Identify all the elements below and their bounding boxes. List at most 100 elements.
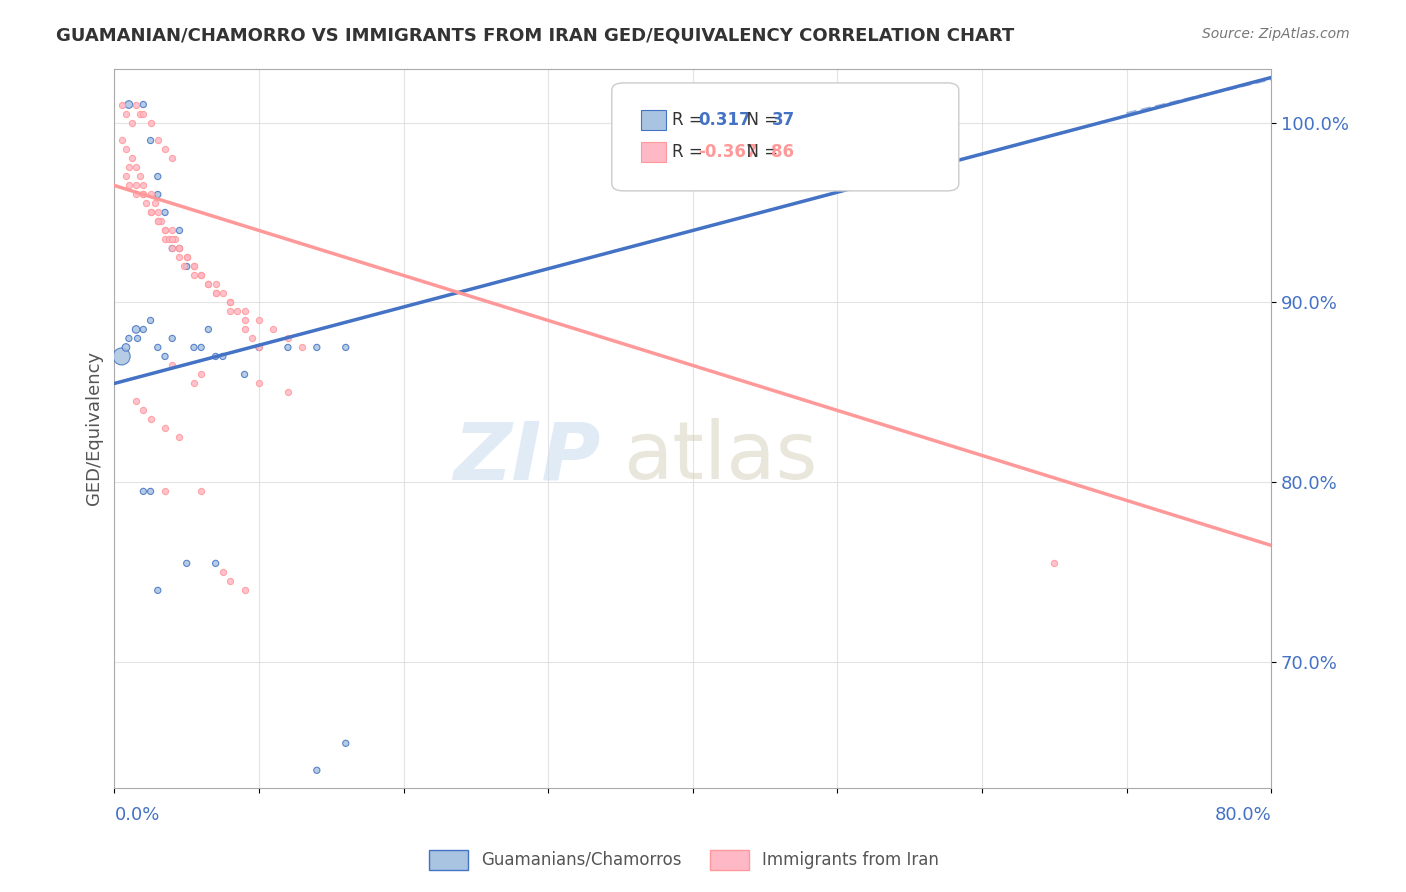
Point (153, 223, 176, 237)
Point (118, 161, 141, 175)
Point (169, 430, 191, 444)
Text: 80.0%: 80.0% (1215, 806, 1271, 824)
Point (125, 97, 148, 112)
Point (125, 187, 148, 202)
Point (132, 322, 155, 336)
Point (146, 134, 169, 148)
Text: atlas: atlas (623, 418, 818, 496)
Point (115, 143, 138, 157)
Point (125, 322, 148, 336)
Point (132, 403, 155, 417)
Point (146, 169, 169, 184)
Text: R =: R = (672, 111, 709, 128)
Text: N =: N = (735, 111, 783, 128)
Point (197, 277, 219, 292)
Point (146, 341, 169, 355)
Point (139, 205, 162, 219)
Point (162, 242, 184, 256)
Point (118, 97, 141, 112)
Point (176, 260, 198, 274)
Point (111, 134, 134, 148)
Text: Guamanians/Chamorros: Guamanians/Chamorros (481, 851, 682, 869)
Point (115, 106, 138, 120)
Point (162, 223, 184, 237)
Point (146, 187, 169, 202)
Point (132, 484, 155, 499)
Text: Source: ZipAtlas.com: Source: ZipAtlas.com (1202, 27, 1350, 41)
Text: 86: 86 (772, 143, 794, 161)
Point (335, 341, 357, 355)
Point (183, 260, 205, 274)
Text: 0.317: 0.317 (699, 111, 751, 128)
Point (190, 368, 212, 382)
Point (139, 187, 162, 202)
Point (247, 341, 270, 355)
Point (111, 350, 134, 364)
Point (153, 421, 176, 435)
Point (176, 557, 198, 571)
Point (139, 484, 162, 499)
Point (233, 368, 256, 382)
Point (139, 205, 162, 219)
Point (115, 341, 138, 355)
Bar (641, 142, 666, 162)
Point (190, 268, 212, 283)
Text: GUAMANIAN/CHAMORRO VS IMMIGRANTS FROM IRAN GED/EQUIVALENCY CORRELATION CHART: GUAMANIAN/CHAMORRO VS IMMIGRANTS FROM IR… (56, 27, 1015, 45)
Point (211, 566, 233, 580)
Point (153, 232, 176, 246)
Point (162, 359, 184, 373)
Point (176, 251, 198, 265)
Point (169, 223, 191, 237)
Point (169, 242, 191, 256)
Point (197, 277, 219, 292)
Point (291, 341, 314, 355)
Point (169, 242, 191, 256)
Point (146, 205, 169, 219)
Point (162, 152, 184, 166)
Y-axis label: GED/Equivalency: GED/Equivalency (86, 351, 103, 506)
Point (169, 251, 191, 265)
Point (204, 286, 226, 301)
Point (204, 350, 226, 364)
Point (183, 376, 205, 391)
Point (183, 268, 205, 283)
Point (132, 106, 155, 120)
Point (146, 214, 169, 228)
Point (162, 331, 184, 345)
Point (169, 242, 191, 256)
Point (132, 178, 155, 193)
Text: 0.0%: 0.0% (114, 806, 160, 824)
Point (233, 322, 256, 336)
Point (146, 583, 169, 598)
Point (143, 196, 166, 211)
Point (233, 304, 256, 318)
Point (139, 313, 162, 327)
Point (157, 232, 180, 246)
Text: Immigrants from Iran: Immigrants from Iran (762, 851, 939, 869)
Point (247, 341, 270, 355)
Point (115, 169, 138, 184)
Point (129, 169, 152, 184)
Point (111, 97, 134, 112)
Point (125, 161, 148, 175)
Point (219, 304, 242, 318)
Point (146, 214, 169, 228)
Point (183, 260, 205, 274)
Point (219, 574, 242, 589)
Point (162, 232, 184, 246)
Point (139, 412, 162, 426)
Point (139, 134, 162, 148)
Point (121, 152, 143, 166)
FancyBboxPatch shape (612, 83, 959, 191)
Point (132, 97, 155, 112)
Point (190, 341, 212, 355)
Point (226, 304, 249, 318)
Point (305, 764, 328, 778)
Point (1043, 557, 1066, 571)
Point (118, 331, 141, 345)
Point (153, 484, 176, 499)
Point (277, 331, 299, 345)
Point (125, 394, 148, 409)
Point (132, 187, 155, 202)
Point (233, 313, 256, 327)
